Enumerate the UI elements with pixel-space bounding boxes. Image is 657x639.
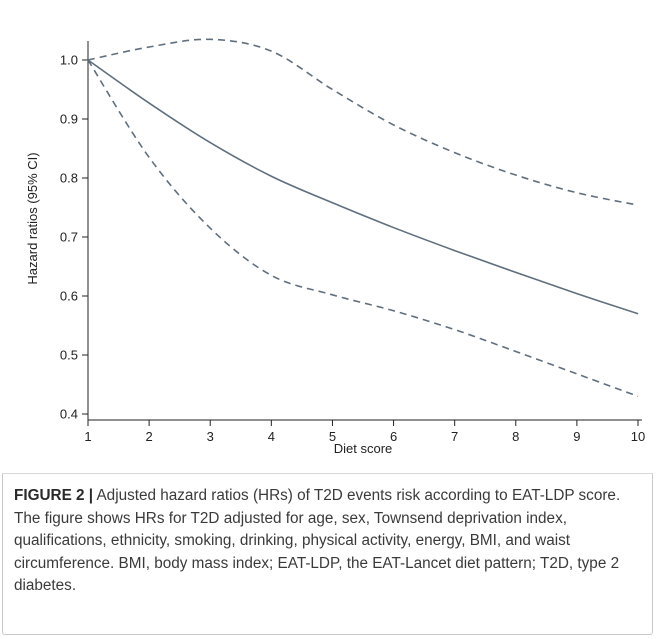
x-tick-label: 7 xyxy=(451,429,458,444)
x-tick-label: 3 xyxy=(207,429,214,444)
y-tick-label: 0.4 xyxy=(60,407,78,422)
y-axis-title: Hazard ratios (95% CI) xyxy=(25,152,40,284)
x-tick-label: 9 xyxy=(573,429,580,444)
series-line-lower-ci xyxy=(87,59,639,398)
series-line-estimate xyxy=(87,59,639,315)
y-tick-label: 1.0 xyxy=(60,53,78,68)
chart-axes: 0.4 0.5 0.6 0.7 0.8 0.9 1.0 1 2 3 4 5 6 7 8 9 10 xyxy=(60,41,645,444)
figure-caption: FIGURE 2 | Adjusted hazard ratios (HRs) … xyxy=(14,485,644,598)
hazard-ratio-chart: 0.4 0.5 0.6 0.7 0.8 0.9 1.0 1 2 3 4 5 6 7 8 9 10 Diet sc… xyxy=(25,38,645,456)
x-tick-label: 5 xyxy=(329,429,336,444)
x-axis-title: Diet score xyxy=(334,441,393,456)
y-tick-label: 0.7 xyxy=(60,230,78,245)
y-tick-label: 0.5 xyxy=(60,348,78,363)
x-tick-label: 1 xyxy=(84,429,91,444)
series-line-upper-ci xyxy=(87,38,639,206)
y-tick-label: 0.9 xyxy=(60,112,78,127)
chart-series xyxy=(87,38,639,398)
x-tick-label: 10 xyxy=(631,429,645,444)
x-tick-label: 2 xyxy=(145,429,152,444)
figure-label: FIGURE 2 | xyxy=(14,487,94,504)
x-tick-label: 6 xyxy=(390,429,397,444)
x-tick-label: 8 xyxy=(512,429,519,444)
caption-divider xyxy=(2,473,653,474)
plot-panel xyxy=(2,2,653,473)
y-tick-label: 0.6 xyxy=(60,289,78,304)
y-tick-label: 0.8 xyxy=(60,171,78,186)
caption-text: Adjusted hazard ratios (HRs) of T2D even… xyxy=(14,487,621,594)
x-tick-label: 4 xyxy=(268,429,275,444)
